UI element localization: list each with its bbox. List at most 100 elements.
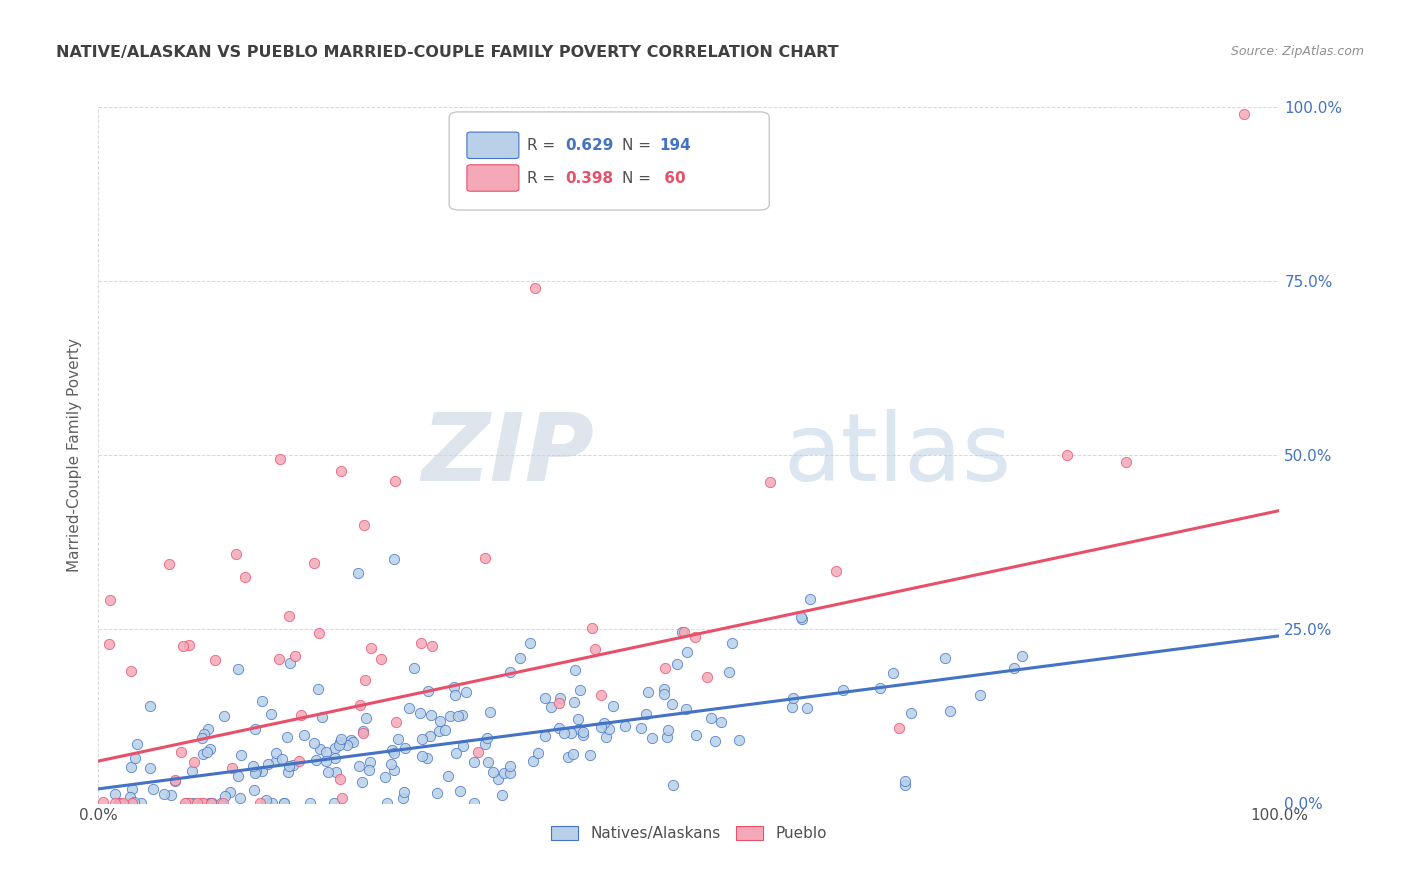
Point [673, 624, 696, 639]
Point [163, 774, 186, 789]
Point [654, 661, 676, 675]
Point [354, 673, 377, 687]
Point [939, 704, 962, 718]
Point [381, 743, 404, 757]
Point [637, 684, 659, 698]
Point [315, 754, 337, 768]
Point [309, 742, 332, 756]
Point [245, 766, 267, 780]
Point [97, 637, 120, 651]
Point [790, 609, 813, 624]
Point [567, 712, 589, 726]
Point [329, 735, 352, 749]
Point [249, 796, 271, 810]
Point [256, 756, 278, 771]
Point [325, 764, 347, 779]
Point [221, 761, 243, 775]
Point [191, 747, 214, 761]
Point [709, 715, 731, 730]
Point [509, 651, 531, 665]
Point [305, 753, 328, 767]
Point [260, 706, 283, 721]
Point [564, 663, 586, 677]
Point [486, 772, 509, 786]
Point [661, 778, 683, 792]
Point [299, 796, 322, 810]
Point [302, 556, 325, 570]
Point [700, 711, 723, 725]
Point [492, 765, 515, 780]
Point [323, 796, 346, 810]
Point [191, 796, 214, 810]
Point [129, 796, 152, 810]
Point [394, 785, 416, 799]
Point [98, 592, 121, 607]
Point [454, 685, 477, 699]
Point [419, 729, 441, 743]
Point [360, 640, 382, 655]
Point [229, 791, 252, 805]
Point [284, 649, 307, 664]
Point [451, 708, 474, 723]
Point [382, 552, 405, 566]
Point [318, 764, 340, 779]
Point [384, 714, 406, 729]
Point [209, 796, 232, 810]
Point [474, 551, 496, 566]
Point [352, 725, 374, 739]
Point [219, 785, 242, 799]
Point [598, 722, 620, 736]
Point [553, 726, 575, 740]
Point [595, 730, 617, 744]
Point [527, 746, 550, 760]
Point [104, 787, 127, 801]
Point [267, 652, 290, 666]
Point [323, 741, 346, 756]
Point [121, 796, 143, 810]
Point [233, 570, 256, 584]
Point [342, 735, 364, 749]
Point [254, 793, 277, 807]
Point [177, 639, 200, 653]
Point [191, 796, 214, 810]
Point [443, 680, 465, 694]
Point [357, 764, 380, 778]
Point [382, 747, 405, 761]
Point [427, 724, 450, 739]
Point [657, 723, 679, 737]
Point [547, 696, 569, 710]
Point [499, 765, 522, 780]
Point [685, 630, 707, 644]
Point [583, 642, 606, 657]
Point [287, 754, 309, 768]
Point [1056, 448, 1078, 462]
Point [374, 770, 396, 784]
Point [671, 625, 693, 640]
Legend: Natives/Alaskans, Pueblo: Natives/Alaskans, Pueblo [544, 820, 834, 847]
Point [336, 738, 359, 752]
Point [652, 682, 675, 697]
Point [278, 656, 301, 670]
Point [323, 751, 346, 765]
Point [330, 465, 353, 479]
Point [562, 747, 585, 761]
Point [675, 645, 697, 659]
Point [540, 700, 562, 714]
Point [172, 639, 194, 653]
Point [153, 787, 176, 801]
Point [409, 706, 432, 720]
Point [328, 738, 350, 752]
Point [832, 682, 855, 697]
Point [177, 796, 200, 810]
Text: Source: ZipAtlas.com: Source: ZipAtlas.com [1230, 45, 1364, 58]
Point [655, 731, 678, 745]
Text: N =: N = [621, 170, 655, 186]
Point [444, 746, 467, 760]
Point [548, 690, 571, 705]
Point [142, 781, 165, 796]
Point [796, 700, 818, 714]
Point [332, 790, 354, 805]
Point [433, 723, 456, 738]
Point [108, 796, 131, 810]
Point [278, 609, 301, 624]
